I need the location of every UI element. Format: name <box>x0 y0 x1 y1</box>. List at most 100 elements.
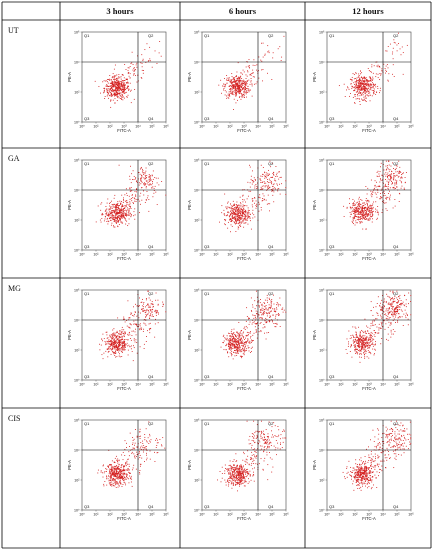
data-point <box>119 88 121 90</box>
data-point <box>396 310 398 312</box>
data-point <box>122 345 124 347</box>
data-point <box>140 166 142 168</box>
data-point <box>385 315 387 317</box>
data-point <box>226 335 228 337</box>
data-point <box>387 197 389 199</box>
data-point <box>119 350 121 352</box>
data-point <box>129 175 131 177</box>
data-point <box>233 332 235 334</box>
data-point <box>239 332 241 334</box>
data-point <box>239 92 240 94</box>
data-point <box>229 80 231 82</box>
x-tick-label: 10¹ <box>93 383 99 387</box>
data-point <box>353 78 355 80</box>
data-point <box>372 342 374 344</box>
data-point <box>234 340 236 342</box>
data-point <box>139 325 141 327</box>
data-point <box>237 338 239 339</box>
data-point <box>368 206 369 208</box>
data-point <box>231 344 233 346</box>
data-point <box>128 331 130 333</box>
x-tick-label: 10³ <box>241 125 247 129</box>
x-tick-label: 10⁶ <box>163 125 169 129</box>
data-point <box>395 187 396 189</box>
data-point <box>242 213 244 215</box>
data-point <box>283 35 285 37</box>
data-point <box>134 218 136 220</box>
data-point <box>362 207 364 209</box>
data-point <box>107 93 109 95</box>
data-point <box>256 203 257 205</box>
data-point <box>152 182 153 184</box>
x-tick-label: 10³ <box>241 383 247 387</box>
data-point <box>389 187 391 189</box>
quadrant-label-q4: Q4 <box>268 374 274 379</box>
data-point <box>232 347 234 349</box>
data-point <box>231 343 233 345</box>
data-point <box>243 91 245 93</box>
data-point <box>235 208 237 210</box>
data-point <box>250 347 252 349</box>
data-point <box>239 86 241 87</box>
data-point <box>230 81 232 83</box>
data-point <box>384 193 385 194</box>
data-point <box>236 218 238 220</box>
data-point <box>233 333 235 335</box>
data-point <box>113 211 115 213</box>
data-point <box>233 208 235 210</box>
data-point <box>274 323 276 324</box>
data-point <box>243 94 245 96</box>
data-point <box>242 220 244 222</box>
data-point <box>260 206 262 208</box>
data-point <box>110 207 112 209</box>
data-point <box>377 332 379 334</box>
data-point <box>249 340 251 342</box>
data-point <box>247 70 249 72</box>
data-point <box>243 327 245 329</box>
data-point <box>387 339 389 341</box>
data-point <box>139 200 141 202</box>
data-point <box>120 76 122 78</box>
data-point <box>121 204 123 206</box>
data-point <box>110 89 112 91</box>
data-point <box>228 91 230 93</box>
data-point <box>231 85 233 87</box>
data-point <box>121 343 123 344</box>
data-point <box>364 214 366 216</box>
data-point <box>114 206 116 208</box>
data-point <box>400 181 402 183</box>
data-point <box>125 69 127 70</box>
data-point <box>383 200 385 202</box>
data-point <box>383 63 385 65</box>
data-point <box>360 342 362 343</box>
data-point <box>360 80 362 82</box>
data-point <box>123 205 125 207</box>
data-point <box>106 79 108 80</box>
data-point <box>238 211 240 213</box>
data-point <box>232 81 234 83</box>
data-point <box>260 181 262 183</box>
data-point <box>366 80 368 82</box>
data-point <box>124 207 126 209</box>
data-point <box>133 67 135 69</box>
data-point <box>362 346 364 347</box>
data-point <box>101 212 103 214</box>
data-point <box>237 79 239 81</box>
data-point <box>353 90 355 92</box>
data-point <box>269 315 271 317</box>
data-point <box>221 92 222 94</box>
data-point <box>373 92 375 93</box>
data-point <box>122 99 124 101</box>
data-point <box>252 340 254 341</box>
data-point <box>121 217 123 219</box>
data-point <box>244 326 246 328</box>
data-point <box>367 218 369 220</box>
data-point <box>373 334 375 336</box>
data-point <box>267 173 269 175</box>
data-point <box>223 340 225 342</box>
data-point <box>239 342 241 344</box>
data-point <box>235 85 237 87</box>
data-point <box>136 342 138 343</box>
data-point <box>236 71 238 73</box>
data-point <box>243 343 245 345</box>
